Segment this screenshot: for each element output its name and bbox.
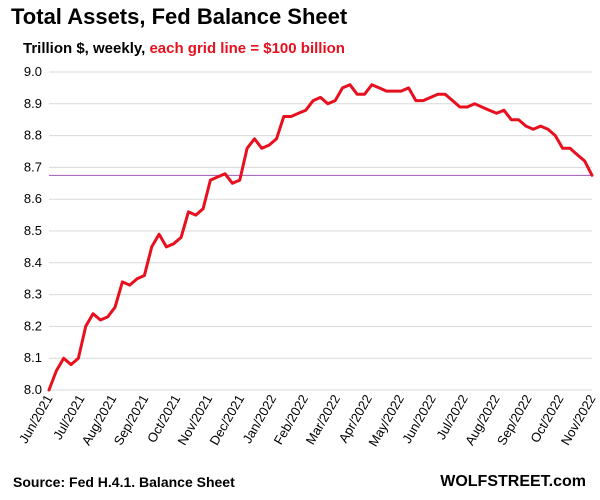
y-tick-label: 8.3 bbox=[24, 287, 42, 302]
y-tick-label: 8.6 bbox=[24, 191, 42, 206]
source-note: Source: Fed H.4.1. Balance Sheet bbox=[13, 474, 235, 490]
chart-title: Total Assets, Fed Balance Sheet bbox=[11, 4, 348, 29]
y-tick-label: 8.8 bbox=[24, 128, 42, 143]
brand-watermark: WOLFSTREET.com bbox=[440, 473, 586, 490]
subtitle-units: Trillion $, weekly, bbox=[23, 40, 150, 57]
chart-subtitle: Trillion $, weekly, each grid line = $10… bbox=[23, 40, 345, 57]
y-tick-label: 9.0 bbox=[24, 64, 42, 79]
series-line-total-assets bbox=[47, 83, 594, 392]
y-tick-label: 8.5 bbox=[24, 223, 42, 238]
y-tick-label: 8.9 bbox=[24, 96, 42, 111]
y-tick-label: 8.4 bbox=[24, 255, 42, 270]
subtitle-grid-note: each grid line = $100 billion bbox=[149, 40, 345, 57]
y-tick-label: 8.1 bbox=[24, 350, 42, 365]
y-tick-label: 8.7 bbox=[24, 159, 42, 174]
x-tick-label: Jun/2021 bbox=[16, 392, 56, 446]
y-tick-label: 8.0 bbox=[24, 382, 42, 397]
y-tick-label: 8.2 bbox=[24, 318, 42, 333]
